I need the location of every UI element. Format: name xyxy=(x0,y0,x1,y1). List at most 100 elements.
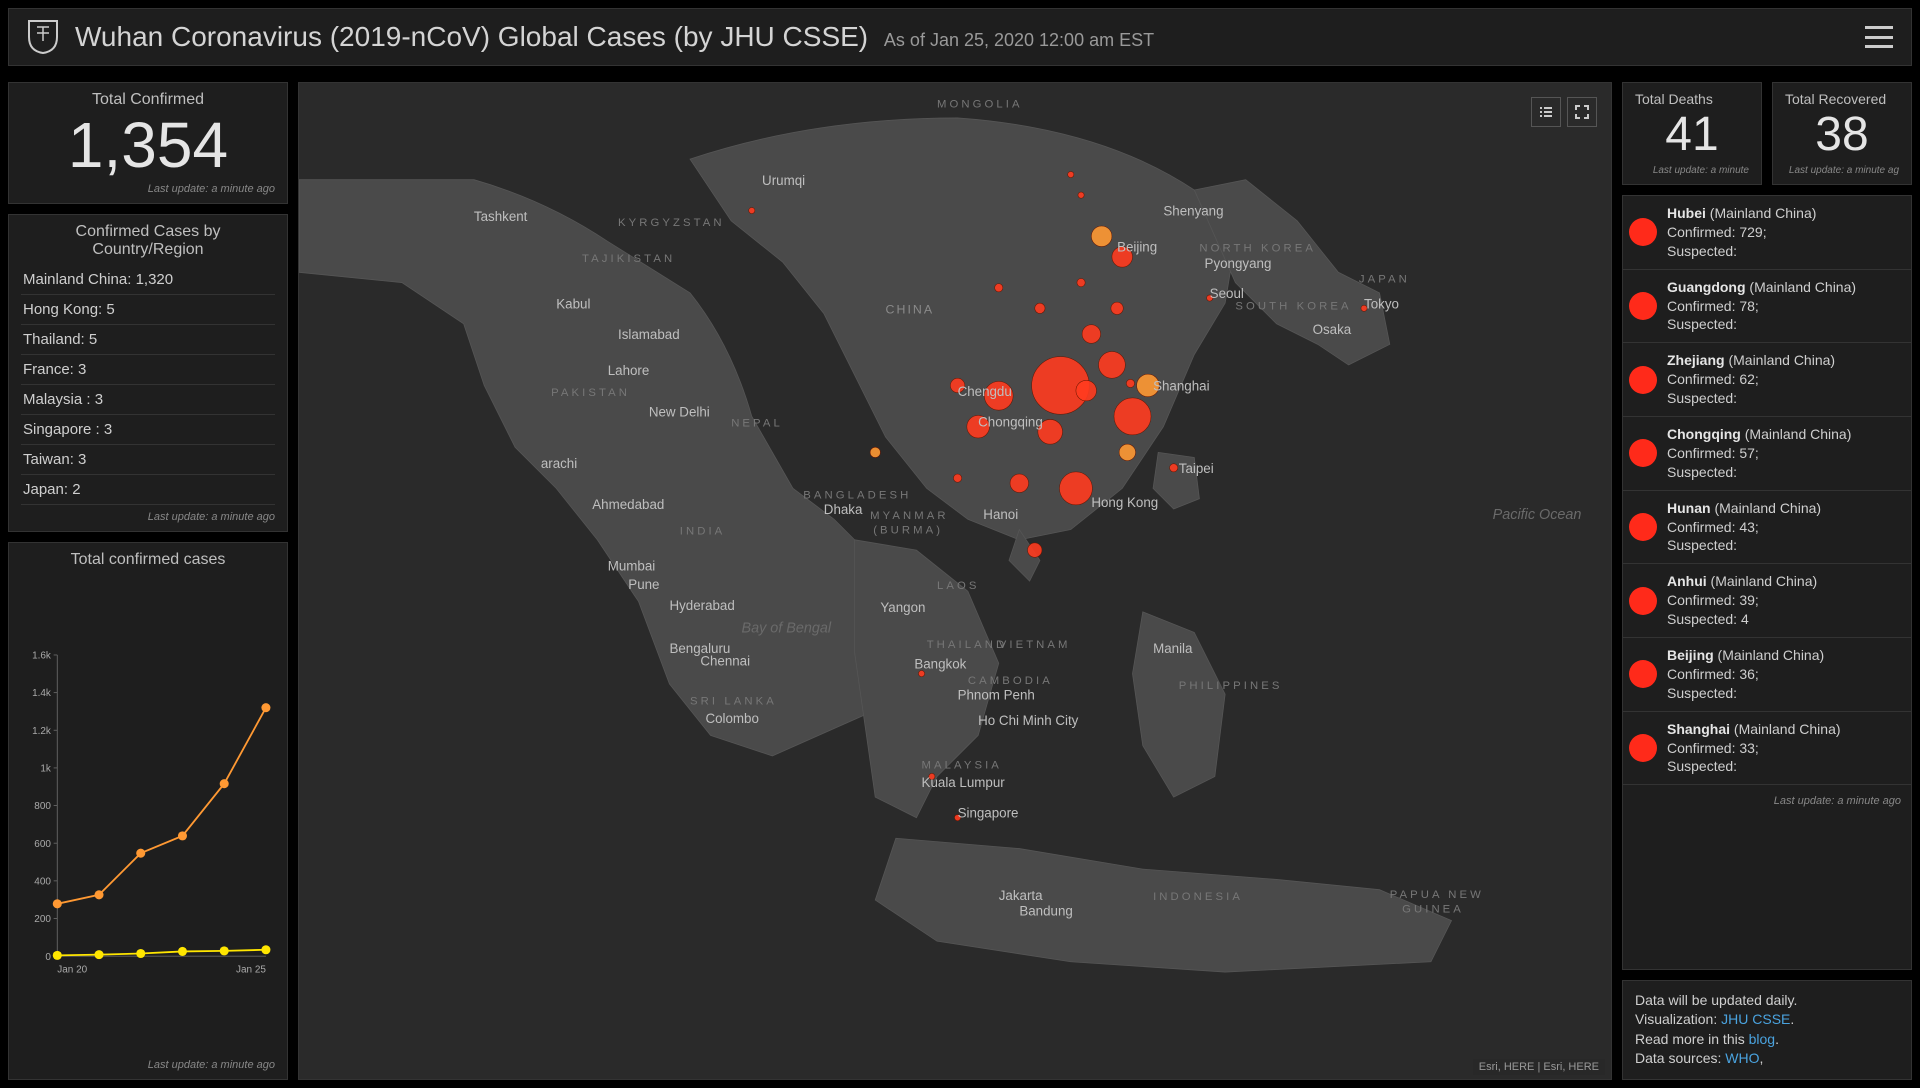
province-text: Hunan (Mainland China)Confirmed: 43;Susp… xyxy=(1667,499,1821,556)
header-bar: Wuhan Coronavirus (2019-nCoV) Global Cas… xyxy=(8,8,1912,66)
svg-text:Singapore: Singapore xyxy=(958,806,1019,821)
country-row[interactable]: Thailand: 5 xyxy=(21,325,275,355)
province-text: Hubei (Mainland China)Confirmed: 729;Sus… xyxy=(1667,204,1816,261)
svg-text:KYRGYZSTAN: KYRGYZSTAN xyxy=(618,217,725,229)
country-row[interactable]: France: 3 xyxy=(21,355,275,385)
svg-text:Chennai: Chennai xyxy=(700,653,750,668)
svg-text:CAMBODIA: CAMBODIA xyxy=(968,675,1053,687)
province-panel[interactable]: Hubei (Mainland China)Confirmed: 729;Sus… xyxy=(1622,195,1912,970)
recovered-value: 38 xyxy=(1785,111,1899,159)
deaths-value: 41 xyxy=(1635,111,1749,159)
province-dot-icon xyxy=(1629,366,1657,394)
total-confirmed-value: 1,354 xyxy=(21,113,275,177)
svg-text:Hyderabad: Hyderabad xyxy=(669,598,734,613)
map-panel[interactable]: MONGOLIAUrumqiTashkentKYRGYZSTANTAJIKIST… xyxy=(298,82,1612,1080)
svg-text:Kuala Lumpur: Kuala Lumpur xyxy=(922,775,1006,790)
link-blog[interactable]: blog xyxy=(1749,1031,1775,1047)
svg-text:Mumbai: Mumbai xyxy=(608,559,656,574)
svg-text:INDONESIA: INDONESIA xyxy=(1153,891,1243,903)
svg-text:INDIA: INDIA xyxy=(680,526,726,538)
svg-text:Yangon: Yangon xyxy=(880,600,925,615)
country-update: Last update: a minute ago xyxy=(21,511,275,523)
svg-text:arachi: arachi xyxy=(541,456,577,471)
timeseries-chart: 02004006008001k1.2k1.4k1.6kJan 20Jan 25 xyxy=(21,569,275,1053)
svg-text:TAJIKISTAN: TAJIKISTAN xyxy=(582,253,675,265)
asof-text: As of Jan 25, 2020 12:00 am EST xyxy=(884,30,1154,50)
svg-text:Pyongyang: Pyongyang xyxy=(1205,256,1272,271)
chart-update: Last update: a minute ago xyxy=(21,1059,275,1071)
svg-text:400: 400 xyxy=(34,876,51,887)
svg-text:Seoul: Seoul xyxy=(1210,286,1244,301)
deaths-panel: Total Deaths 41 Last update: a minute xyxy=(1622,82,1762,185)
svg-text:1k: 1k xyxy=(40,764,51,775)
svg-text:600: 600 xyxy=(34,839,51,850)
province-text: Zhejiang (Mainland China)Confirmed: 62;S… xyxy=(1667,351,1835,408)
svg-text:Hanoi: Hanoi xyxy=(983,507,1018,522)
svg-text:Dhaka: Dhaka xyxy=(824,502,863,517)
svg-text:(BURMA): (BURMA) xyxy=(873,525,943,537)
svg-text:MYANMAR: MYANMAR xyxy=(870,510,949,522)
footer-line1: Data will be updated daily. xyxy=(1635,992,1797,1008)
country-row[interactable]: Singapore : 3 xyxy=(21,415,275,445)
map-canvas[interactable]: MONGOLIAUrumqiTashkentKYRGYZSTANTAJIKIST… xyxy=(299,83,1611,1079)
svg-text:1.6k: 1.6k xyxy=(32,651,51,662)
link-jhu[interactable]: JHU CSSE xyxy=(1721,1011,1790,1027)
svg-text:MALAYSIA: MALAYSIA xyxy=(922,759,1002,771)
svg-text:Taipei: Taipei xyxy=(1179,461,1214,476)
svg-text:Chengdu: Chengdu xyxy=(958,384,1012,399)
country-list[interactable]: Mainland China: 1,320Hong Kong: 5Thailan… xyxy=(21,265,275,505)
province-row[interactable]: Guangdong (Mainland China)Confirmed: 78;… xyxy=(1623,270,1911,344)
svg-text:VIETNAM: VIETNAM xyxy=(999,639,1071,651)
svg-text:CHINA: CHINA xyxy=(886,302,935,316)
province-update: Last update: a minute ago xyxy=(1623,791,1911,811)
svg-text:Pacific Ocean: Pacific Ocean xyxy=(1493,507,1582,523)
province-row[interactable]: Anhui (Mainland China)Confirmed: 39;Susp… xyxy=(1623,564,1911,638)
province-row[interactable]: Zhejiang (Mainland China)Confirmed: 62;S… xyxy=(1623,343,1911,417)
link-who[interactable]: WHO xyxy=(1725,1050,1759,1066)
svg-text:Phnom Penh: Phnom Penh xyxy=(958,687,1035,702)
recovered-panel: Total Recovered 38 Last update: a minute… xyxy=(1772,82,1912,185)
footer-panel: Data will be updated daily. Visualizatio… xyxy=(1622,980,1912,1080)
province-row[interactable]: Hubei (Mainland China)Confirmed: 729;Sus… xyxy=(1623,196,1911,270)
svg-text:Beijing: Beijing xyxy=(1117,240,1157,255)
svg-text:Kabul: Kabul xyxy=(556,296,590,311)
svg-text:NEPAL: NEPAL xyxy=(731,418,783,430)
province-dot-icon xyxy=(1629,439,1657,467)
svg-text:Manila: Manila xyxy=(1153,641,1193,656)
province-text: Anhui (Mainland China)Confirmed: 39;Susp… xyxy=(1667,572,1817,629)
svg-text:Hong Kong: Hong Kong xyxy=(1091,495,1158,510)
country-row[interactable]: Mainland China: 1,320 xyxy=(21,265,275,295)
deaths-label: Total Deaths xyxy=(1635,91,1749,107)
menu-button[interactable] xyxy=(1865,26,1893,48)
svg-text:800: 800 xyxy=(34,801,51,812)
map-legend-button[interactable] xyxy=(1531,97,1561,127)
country-panel-title: Confirmed Cases by Country/Region xyxy=(21,223,275,259)
map-fullscreen-button[interactable] xyxy=(1567,97,1597,127)
svg-text:Islamabad: Islamabad xyxy=(618,327,680,342)
svg-text:Jakarta: Jakarta xyxy=(999,888,1043,903)
country-row[interactable]: Malaysia : 3 xyxy=(21,385,275,415)
svg-text:Bay of Bengal: Bay of Bengal xyxy=(741,620,831,636)
country-row[interactable]: Taiwan: 3 xyxy=(21,445,275,475)
total-confirmed-panel: Total Confirmed 1,354 Last update: a min… xyxy=(8,82,288,204)
svg-text:Bangkok: Bangkok xyxy=(914,656,966,671)
province-row[interactable]: Chongqing (Mainland China)Confirmed: 57;… xyxy=(1623,417,1911,491)
province-row[interactable]: Beijing (Mainland China)Confirmed: 36;Su… xyxy=(1623,638,1911,712)
province-text: Guangdong (Mainland China)Confirmed: 78;… xyxy=(1667,278,1856,335)
province-row[interactable]: Shanghai (Mainland China)Confirmed: 33;S… xyxy=(1623,712,1911,786)
svg-text:BANGLADESH: BANGLADESH xyxy=(803,490,911,502)
country-row[interactable]: Hong Kong: 5 xyxy=(21,295,275,325)
svg-text:Pune: Pune xyxy=(628,577,659,592)
province-dot-icon xyxy=(1629,292,1657,320)
jhu-shield-icon xyxy=(27,19,59,55)
svg-text:200: 200 xyxy=(34,914,51,925)
province-text: Beijing (Mainland China)Confirmed: 36;Su… xyxy=(1667,646,1824,703)
svg-text:Jan 20: Jan 20 xyxy=(57,964,87,975)
svg-text:Ho Chi Minh City: Ho Chi Minh City xyxy=(978,713,1079,728)
svg-text:Chongqing: Chongqing xyxy=(978,415,1043,430)
svg-text:Urumqi: Urumqi xyxy=(762,173,805,188)
svg-text:Jan 25: Jan 25 xyxy=(236,964,266,975)
province-row[interactable]: Hunan (Mainland China)Confirmed: 43;Susp… xyxy=(1623,491,1911,565)
svg-text:0: 0 xyxy=(45,952,51,963)
country-row[interactable]: Japan: 2 xyxy=(21,475,275,505)
